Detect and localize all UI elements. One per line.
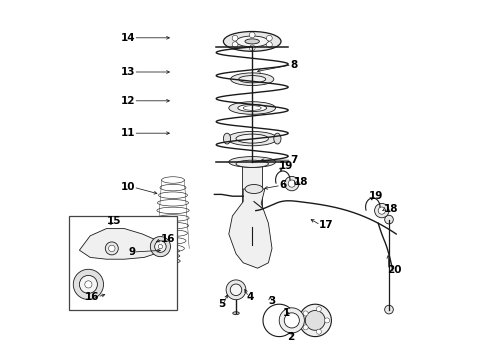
Ellipse shape [226, 280, 246, 300]
Ellipse shape [230, 284, 242, 296]
Text: 4: 4 [247, 292, 254, 302]
Ellipse shape [233, 312, 239, 315]
Ellipse shape [240, 220, 265, 241]
Ellipse shape [236, 160, 269, 167]
Circle shape [232, 42, 238, 48]
Text: 7: 7 [290, 155, 297, 165]
Text: 18: 18 [384, 204, 398, 214]
Polygon shape [229, 189, 272, 268]
Circle shape [79, 275, 98, 293]
Ellipse shape [245, 184, 263, 194]
Ellipse shape [239, 76, 266, 83]
Circle shape [374, 203, 389, 218]
Circle shape [303, 325, 308, 330]
Ellipse shape [299, 304, 331, 337]
Ellipse shape [166, 254, 180, 258]
Text: 15: 15 [106, 216, 121, 226]
Ellipse shape [223, 31, 281, 51]
Bar [69, 216, 176, 310]
Text: 18: 18 [294, 177, 308, 187]
Ellipse shape [166, 259, 180, 263]
Circle shape [317, 329, 321, 334]
Circle shape [285, 176, 299, 191]
Text: 13: 13 [121, 67, 135, 77]
Circle shape [385, 215, 393, 224]
Ellipse shape [279, 308, 304, 333]
Circle shape [249, 45, 255, 51]
Text: 3: 3 [269, 296, 276, 306]
Ellipse shape [229, 102, 275, 114]
Circle shape [155, 241, 166, 252]
Ellipse shape [229, 157, 275, 167]
Ellipse shape [167, 249, 179, 253]
Text: 5: 5 [218, 299, 225, 309]
Ellipse shape [227, 131, 277, 146]
Text: 2: 2 [288, 332, 294, 342]
Circle shape [267, 35, 272, 41]
Circle shape [85, 281, 92, 288]
Text: 14: 14 [121, 33, 135, 43]
Text: 10: 10 [121, 182, 135, 192]
Ellipse shape [231, 73, 274, 85]
Ellipse shape [223, 133, 231, 144]
Text: 17: 17 [319, 220, 333, 230]
Circle shape [150, 237, 171, 257]
Circle shape [267, 42, 272, 48]
Ellipse shape [238, 104, 267, 112]
Circle shape [74, 269, 103, 300]
Circle shape [158, 244, 163, 249]
Circle shape [249, 32, 255, 38]
Circle shape [232, 35, 238, 41]
Ellipse shape [245, 39, 259, 44]
Circle shape [288, 180, 295, 187]
Bar [242, 162, 262, 227]
Ellipse shape [274, 133, 281, 144]
Text: 1: 1 [283, 308, 290, 318]
Circle shape [378, 207, 386, 214]
Circle shape [303, 311, 308, 316]
Ellipse shape [243, 106, 261, 111]
Circle shape [385, 305, 393, 314]
Ellipse shape [284, 313, 299, 328]
Polygon shape [79, 229, 162, 259]
Text: 16: 16 [160, 234, 175, 244]
Text: 12: 12 [121, 96, 135, 106]
Text: 6: 6 [279, 180, 287, 190]
Text: 19: 19 [279, 161, 294, 171]
Ellipse shape [236, 134, 269, 143]
Text: 8: 8 [290, 60, 297, 70]
Text: 20: 20 [387, 265, 402, 275]
Text: 19: 19 [369, 191, 384, 201]
Circle shape [109, 245, 115, 252]
Circle shape [317, 307, 321, 312]
Ellipse shape [236, 36, 269, 47]
Text: 9: 9 [128, 247, 135, 257]
Text: 11: 11 [121, 128, 135, 138]
Text: 16: 16 [85, 292, 99, 302]
Circle shape [324, 318, 330, 323]
Ellipse shape [305, 310, 325, 330]
Circle shape [105, 242, 118, 255]
